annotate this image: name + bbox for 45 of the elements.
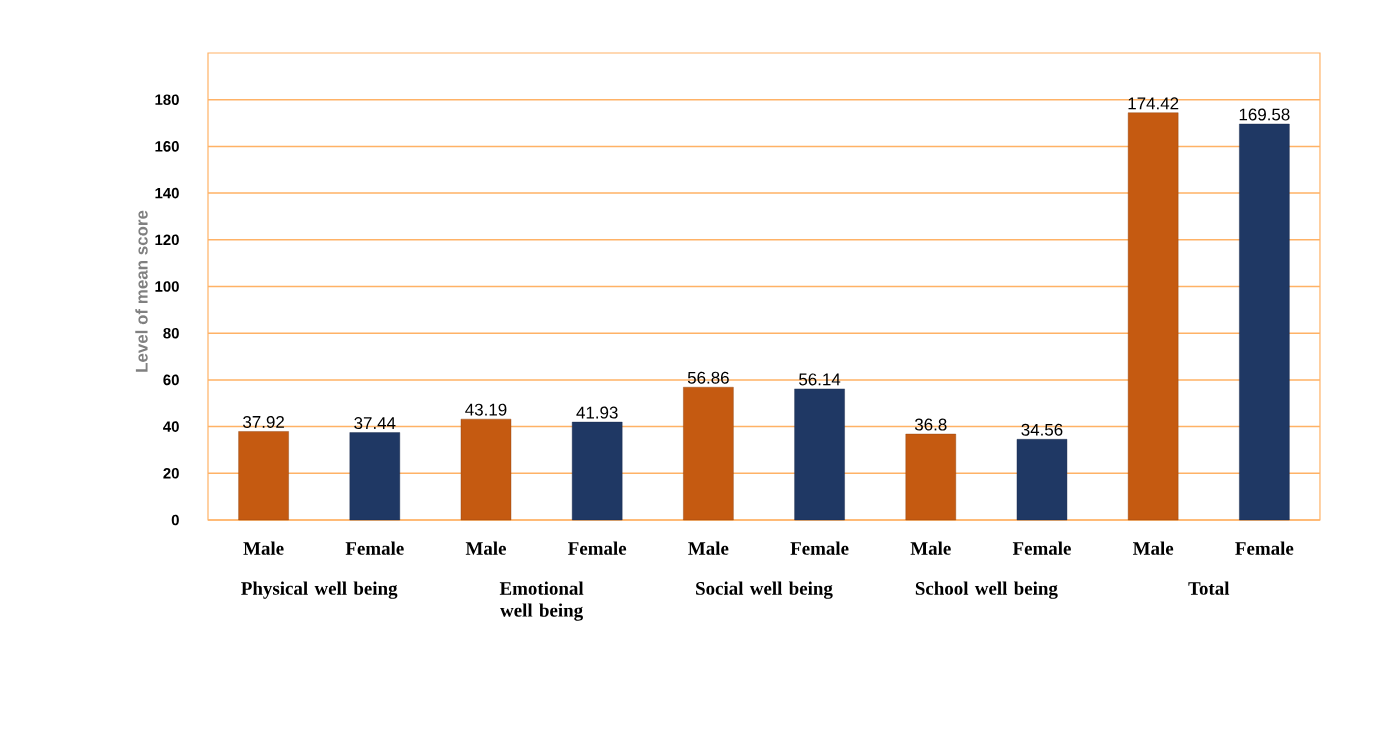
data-label: 56.86	[687, 371, 729, 384]
x-tick-label: Social well being	[696, 581, 833, 599]
y-tick-label: 80	[163, 327, 179, 339]
y-tick-label: 180	[155, 94, 179, 105]
bar	[683, 387, 734, 521]
bar	[1016, 439, 1068, 521]
text: Male	[1133, 541, 1174, 555]
bar	[460, 418, 512, 521]
text: Female	[790, 541, 849, 555]
text: Male	[465, 541, 506, 555]
text: Female	[568, 541, 627, 555]
x-tick-label: Emotional well being	[499, 581, 584, 621]
y-tick-label: 20	[163, 468, 179, 479]
series-label: Female	[1012, 541, 1071, 555]
bar	[349, 432, 400, 521]
y-axis-title: Level of mean score	[135, 210, 148, 372]
y-tick-label: 100	[155, 281, 179, 292]
x-tick-label: School well being	[915, 581, 1058, 599]
text: Male	[688, 541, 729, 555]
bar	[794, 388, 845, 521]
text: Female	[1235, 541, 1294, 555]
bar	[905, 433, 956, 521]
series-label: Male	[243, 541, 284, 555]
y-tick-label: 0	[171, 514, 179, 526]
y-tick-label: 140	[155, 187, 179, 199]
data-label: 43.19	[465, 403, 507, 416]
x-tick-label: Total	[1188, 581, 1230, 595]
data-label: 37.92	[243, 415, 284, 428]
data-label: 56.14	[799, 373, 841, 386]
bar	[238, 431, 289, 521]
data-label: 174.42	[1128, 97, 1179, 110]
y-tick-label: 160	[155, 141, 179, 152]
data-label: 169.58	[1239, 108, 1290, 121]
y-tick-label: 40	[163, 421, 179, 432]
text: Male	[910, 541, 951, 555]
data-label: 41.93	[576, 406, 618, 419]
bar	[571, 421, 623, 521]
bar	[1239, 123, 1290, 521]
x-tick-label: Physical well being	[241, 581, 398, 599]
y-tick-label: 120	[155, 234, 179, 246]
data-label: 34.56	[1021, 423, 1063, 436]
bar	[1127, 112, 1179, 521]
y-tick-label: 60	[163, 374, 179, 386]
data-label: 36.8	[914, 418, 947, 431]
text: Female	[345, 541, 404, 555]
